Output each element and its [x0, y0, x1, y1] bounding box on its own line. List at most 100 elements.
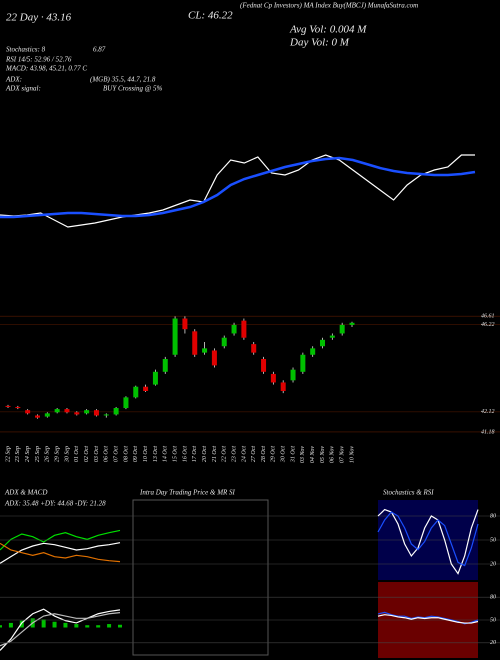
avg-vol: Avg Vol: 0.004 M — [289, 24, 367, 36]
candle-body — [162, 359, 168, 372]
y-tick-label: 20 — [490, 640, 496, 646]
adx-signal-value: BUY Crossing @ 5% — [103, 85, 162, 93]
candle-body — [192, 331, 198, 355]
period: 22 Day · 43.16 — [6, 12, 72, 24]
y-tick-label: 80 — [490, 595, 496, 601]
x-tick-label: 05 Nov — [320, 446, 326, 464]
site-title: (Fednat Cp Investors) MA Index Buy(MBCJ)… — [240, 2, 418, 10]
x-tick-label: 10 Nov — [349, 446, 355, 464]
y-tick-label: 80 — [490, 513, 496, 519]
histogram-bar — [118, 624, 122, 628]
y-tick-label: 50 — [490, 537, 496, 543]
candle-body — [84, 410, 90, 414]
candle-body — [329, 335, 335, 338]
x-tick-label: 07 Oct — [113, 446, 119, 462]
series-line — [0, 542, 121, 564]
x-tick-label: 22 Oct — [222, 446, 228, 462]
candle-body — [221, 337, 227, 347]
candle-body — [113, 408, 119, 415]
candle-body — [143, 386, 149, 391]
candle-body — [270, 373, 276, 383]
x-tick-label: 07 Nov — [340, 446, 346, 464]
candle-body — [123, 397, 129, 409]
stoch-text: Stochastics: 8 — [6, 46, 46, 54]
series-line — [377, 511, 479, 567]
day-vol: Day Vol: 0 M — [289, 37, 350, 49]
x-tick-label: 08 Oct — [123, 446, 129, 462]
candle-body — [44, 413, 50, 417]
x-tick-label: 30 Oct — [281, 446, 287, 463]
y-tick-label: 41.18 — [481, 428, 495, 435]
x-tick-label: 06 Nov — [330, 446, 336, 464]
candle-body — [152, 371, 158, 385]
x-tick-label: 28 Oct — [261, 446, 267, 462]
x-tick-label: 24 Oct — [240, 446, 247, 462]
candle-body — [5, 405, 11, 407]
candle-body — [251, 344, 257, 353]
histogram-bar — [0, 625, 2, 628]
intraday-panel — [132, 499, 269, 656]
adx-text: ADX: — [5, 76, 22, 84]
series-line — [377, 508, 479, 575]
candle-body — [74, 412, 80, 415]
candle-body — [320, 339, 326, 347]
panel-title: Stochastics & RSI — [383, 489, 434, 497]
x-tick-label: 23 Sep — [15, 446, 21, 462]
series-line — [0, 608, 121, 651]
rsi-text: RSI 14/5: 52.96 / 52.76 — [5, 56, 72, 64]
candle-body — [34, 415, 40, 418]
panel-title: ADX & MACD — [4, 489, 47, 497]
x-tick-label: 29 Oct — [271, 446, 277, 462]
x-tick-label: 03 Nov — [300, 446, 306, 464]
candle-body — [211, 350, 217, 366]
x-tick-label: 25 Sep — [35, 446, 41, 462]
x-tick-label: 24 Sep — [24, 446, 31, 462]
stoch-value: 6.87 — [93, 46, 106, 54]
x-tick-label: 15 Oct — [172, 446, 178, 462]
adx-signal: ADX signal: — [5, 85, 41, 93]
x-tick-label: 02 Oct — [84, 446, 90, 462]
x-tick-label: 14 Oct — [162, 446, 169, 462]
y-tick-label: 46.61 — [481, 313, 495, 320]
candle-body — [339, 324, 345, 334]
candle-body — [54, 409, 60, 413]
close-price: CL: 46.22 — [188, 10, 233, 22]
series-line — [377, 614, 479, 624]
x-tick-label: 20 Oct — [202, 446, 208, 462]
y-tick-label: 46.22 — [481, 321, 495, 328]
x-tick-label: 27 Oct — [251, 446, 257, 462]
x-tick-label: 31 Oct — [290, 446, 296, 463]
candle-body — [280, 382, 286, 391]
series-line — [0, 612, 121, 647]
histogram-bar — [74, 624, 79, 628]
x-tick-label: 29 Sep — [55, 446, 61, 462]
x-tick-label: 16 Oct — [182, 446, 188, 462]
histogram-bar — [19, 620, 24, 628]
candle-body — [290, 369, 296, 381]
x-tick-label: 09 Oct — [133, 446, 139, 462]
series-line — [0, 542, 121, 563]
candle-body — [25, 410, 31, 414]
histogram-bar — [96, 625, 101, 628]
x-tick-label: 03 Oct — [94, 446, 100, 462]
x-tick-label: 10 Oct — [143, 446, 149, 462]
histogram-bar — [85, 625, 90, 628]
x-tick-label: 06 Oct — [104, 446, 110, 462]
histogram-bar — [8, 622, 13, 628]
x-tick-label: 01 Oct — [74, 446, 80, 462]
x-tick-label: 13 Oct — [153, 446, 159, 462]
candle-body — [133, 386, 139, 398]
candle-body — [310, 348, 316, 355]
candle-body — [103, 414, 109, 416]
candle-body — [300, 354, 306, 372]
x-tick-label: 30 Sep — [64, 446, 70, 463]
histogram-bar — [63, 622, 68, 628]
candle-body — [15, 406, 21, 409]
panel-subtitle: ADX: 35.48 +DY: 44.68 -DY: 21.28 — [4, 500, 106, 508]
histogram-bar — [107, 624, 112, 628]
candle-body — [231, 324, 237, 334]
adx-value: (MGB) 35.5, 44.7, 21.8 — [90, 76, 156, 84]
y-tick-label: 20 — [490, 561, 496, 567]
histogram-bar — [41, 619, 46, 628]
candle-body — [261, 359, 267, 372]
